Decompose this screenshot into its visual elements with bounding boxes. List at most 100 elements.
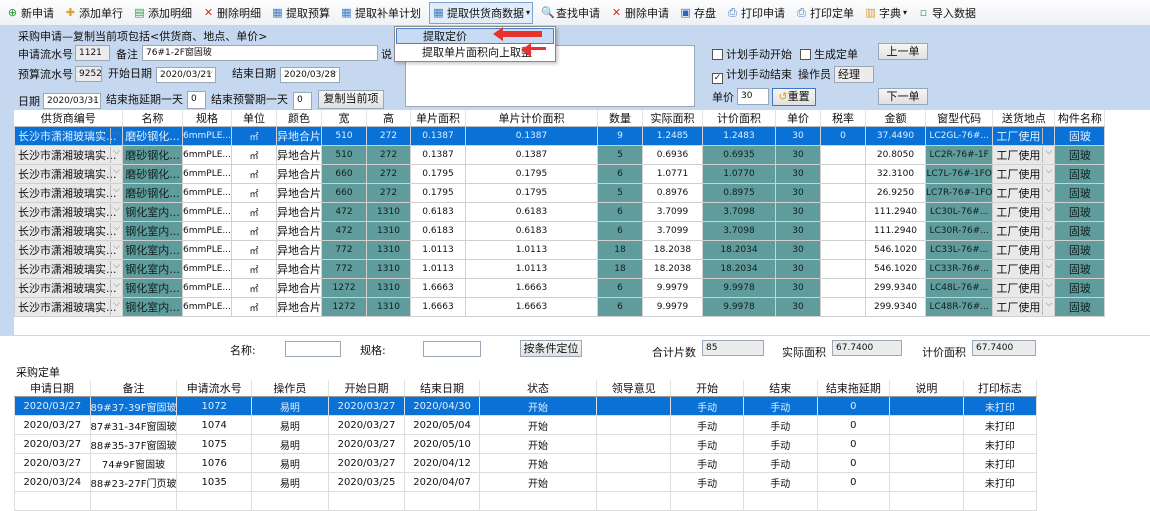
budget-no-field[interactable]: 9252 bbox=[75, 66, 102, 82]
toolbar-button-5[interactable]: ▦ 提取补单计划 bbox=[338, 3, 423, 23]
column-header[interactable]: 规格 bbox=[182, 110, 232, 127]
chevron-down-icon[interactable]: ⌵ bbox=[110, 261, 122, 277]
column-header[interactable]: 构件名称 bbox=[1054, 110, 1106, 127]
toolbar-button-1[interactable]: ✚ 添加单行 bbox=[62, 3, 125, 23]
gen-order-checkbox[interactable]: 生成定单 bbox=[800, 46, 858, 62]
column-header[interactable]: 说明 bbox=[889, 380, 964, 397]
column-header[interactable]: 数量 bbox=[597, 110, 643, 127]
delivery-select[interactable]: 工厂使用 ⌵ bbox=[992, 297, 1056, 317]
copy-current-button[interactable]: 复制当前项 bbox=[318, 90, 384, 109]
column-header[interactable]: 备注 bbox=[90, 380, 178, 397]
chevron-down-icon[interactable]: ⌵ bbox=[110, 128, 122, 144]
chevron-down-icon[interactable]: ⌵ bbox=[1042, 299, 1054, 315]
chevron-down-icon[interactable]: ⌵ bbox=[1042, 204, 1054, 220]
toolbar-button-3[interactable]: ✕ 删除明细 bbox=[200, 3, 263, 23]
toolbar-button-4[interactable]: ▦ 提取预算 bbox=[269, 3, 332, 23]
supplier-select[interactable]: 长沙市潇湘玻璃实... ⌵ bbox=[14, 221, 123, 241]
toolbar-button-6[interactable]: ▦ 提取供货商数据 ▾ bbox=[429, 1, 534, 24]
toolbar-button-8[interactable]: ✕ 删除申请 bbox=[608, 3, 671, 23]
column-header[interactable]: 申请日期 bbox=[14, 380, 91, 397]
delivery-select[interactable]: 工厂使用 ⌵ bbox=[992, 259, 1056, 279]
column-header[interactable]: 开始日期 bbox=[328, 380, 406, 397]
delivery-select[interactable]: 工厂使用 ⌵ bbox=[992, 240, 1056, 260]
toolbar-button-7[interactable]: 🔍 查找申请 bbox=[539, 3, 602, 23]
column-header[interactable]: 单片计价面积 bbox=[465, 110, 598, 127]
plan-manual-start-checkbox[interactable]: 计划手动开始 bbox=[712, 46, 792, 62]
order-row[interactable]: 2020/03/27 74#9F窗固玻 1076 易明 2020/03/27 2020/0… bbox=[14, 453, 1038, 473]
chevron-down-icon[interactable]: ⌵ bbox=[110, 147, 122, 163]
remark-field[interactable]: 76#1-2F窗固玻 bbox=[142, 45, 378, 61]
column-header[interactable]: 申请流水号 bbox=[176, 380, 252, 397]
column-header[interactable]: 开始 bbox=[670, 380, 744, 397]
toolbar-button-11[interactable]: ⎙ 打印定单 bbox=[793, 3, 856, 23]
supplier-select[interactable]: 长沙市潇湘玻璃实... ⌵ bbox=[14, 202, 123, 222]
column-header[interactable]: 操作员 bbox=[251, 380, 329, 397]
price-field[interactable]: 30 bbox=[737, 88, 769, 105]
apply-no-field[interactable]: 1121 bbox=[75, 45, 110, 61]
column-header[interactable]: 计价面积 bbox=[702, 110, 776, 127]
column-header[interactable]: 状态 bbox=[479, 380, 598, 397]
supplier-select[interactable]: 长沙市潇湘玻璃实... ⌵ bbox=[14, 240, 123, 260]
delivery-select[interactable]: 工厂使用 ⌵ bbox=[992, 183, 1056, 203]
column-header[interactable]: 领导意见 bbox=[596, 380, 672, 397]
locate-button[interactable]: 按条件定位 bbox=[520, 340, 582, 357]
filter-name-input[interactable] bbox=[285, 341, 341, 357]
chevron-down-icon[interactable]: ⌵ bbox=[1042, 242, 1054, 258]
column-header[interactable]: 单位 bbox=[231, 110, 277, 127]
chevron-down-icon[interactable]: ⌵ bbox=[1042, 147, 1054, 163]
reset-button[interactable]: ↺重置 bbox=[772, 88, 816, 106]
column-header[interactable]: 单片面积 bbox=[410, 110, 466, 127]
chevron-down-icon[interactable]: ⌵ bbox=[1042, 261, 1054, 277]
start-date-picker[interactable]: 2020/03/21 bbox=[156, 67, 216, 83]
toolbar-button-12[interactable]: ▥ 字典 ▾ bbox=[862, 3, 909, 23]
order-row[interactable]: 2020/03/27 88#35-37F窗固玻 1075 易明 2020/03/27 20… bbox=[14, 434, 1038, 454]
toolbar-button-10[interactable]: ⎙ 打印申请 bbox=[724, 3, 787, 23]
delivery-select[interactable]: 工厂使用 ⌵ bbox=[992, 278, 1056, 298]
column-header[interactable]: 送货地点 bbox=[992, 110, 1056, 127]
warn-field[interactable]: 0 bbox=[293, 92, 312, 110]
column-header[interactable]: 结束日期 bbox=[404, 380, 480, 397]
column-header[interactable]: 结束拖延期 bbox=[817, 380, 891, 397]
column-header[interactable]: 打印标志 bbox=[963, 380, 1038, 397]
supplier-select[interactable]: 长沙市潇湘玻璃实... ⌵ bbox=[14, 126, 123, 146]
column-header[interactable]: 供货商编号 bbox=[14, 110, 123, 127]
delivery-select[interactable]: 工厂使用 ⌵ bbox=[992, 221, 1056, 241]
column-header[interactable]: 名称 bbox=[122, 110, 183, 127]
column-header[interactable]: 高 bbox=[366, 110, 411, 127]
chevron-down-icon[interactable]: ⌵ bbox=[1042, 223, 1054, 239]
chevron-down-icon[interactable]: ⌵ bbox=[110, 204, 122, 220]
toolbar-button-2[interactable]: ▤ 添加明细 bbox=[131, 3, 194, 23]
prev-button[interactable]: 上一单 bbox=[878, 43, 928, 60]
operator-field[interactable]: 经理 bbox=[834, 66, 874, 83]
delivery-select[interactable]: 工厂使用 ⌵ bbox=[992, 126, 1056, 146]
column-header[interactable]: 单价 bbox=[775, 110, 821, 127]
end-date-picker[interactable]: 2020/03/28 bbox=[280, 67, 340, 83]
column-header[interactable]: 结束 bbox=[743, 380, 818, 397]
column-header[interactable]: 实际面积 bbox=[642, 110, 703, 127]
supplier-select[interactable]: 长沙市潇湘玻璃实... ⌵ bbox=[14, 278, 123, 298]
menu-item-fetch-area-roundup[interactable]: 提取单片面积向上取整 bbox=[422, 46, 532, 59]
chevron-down-icon[interactable]: ⌵ bbox=[1042, 166, 1054, 182]
supplier-select[interactable]: 长沙市潇湘玻璃实... ⌵ bbox=[14, 183, 123, 203]
delivery-select[interactable]: 工厂使用 ⌵ bbox=[992, 202, 1056, 222]
column-header[interactable]: 颜色 bbox=[276, 110, 322, 127]
supplier-select[interactable]: 长沙市潇湘玻璃实... ⌵ bbox=[14, 145, 123, 165]
filter-spec-input[interactable] bbox=[423, 341, 481, 357]
chevron-down-icon[interactable]: ⌵ bbox=[1042, 185, 1054, 201]
chevron-down-icon[interactable]: ⌵ bbox=[110, 166, 122, 182]
delivery-select[interactable]: 工厂使用 ⌵ bbox=[992, 164, 1056, 184]
supplier-select[interactable]: 长沙市潇湘玻璃实... ⌵ bbox=[14, 259, 123, 279]
order-row[interactable]: 2020/03/24 88#23-27F门页玻 1035 易明 2020/03/25 20… bbox=[14, 472, 1038, 492]
column-header[interactable]: 税率 bbox=[820, 110, 866, 127]
next-button[interactable]: 下一单 bbox=[878, 88, 928, 105]
order-row[interactable]: 2020/03/27 89#37-39F窗固玻 1072 易明 2020/03/27 20… bbox=[14, 396, 1038, 416]
column-header[interactable]: 金额 bbox=[865, 110, 926, 127]
order-row[interactable]: 2020/03/27 87#31-34F窗固玻 1074 易明 2020/03/27 20… bbox=[14, 415, 1038, 435]
